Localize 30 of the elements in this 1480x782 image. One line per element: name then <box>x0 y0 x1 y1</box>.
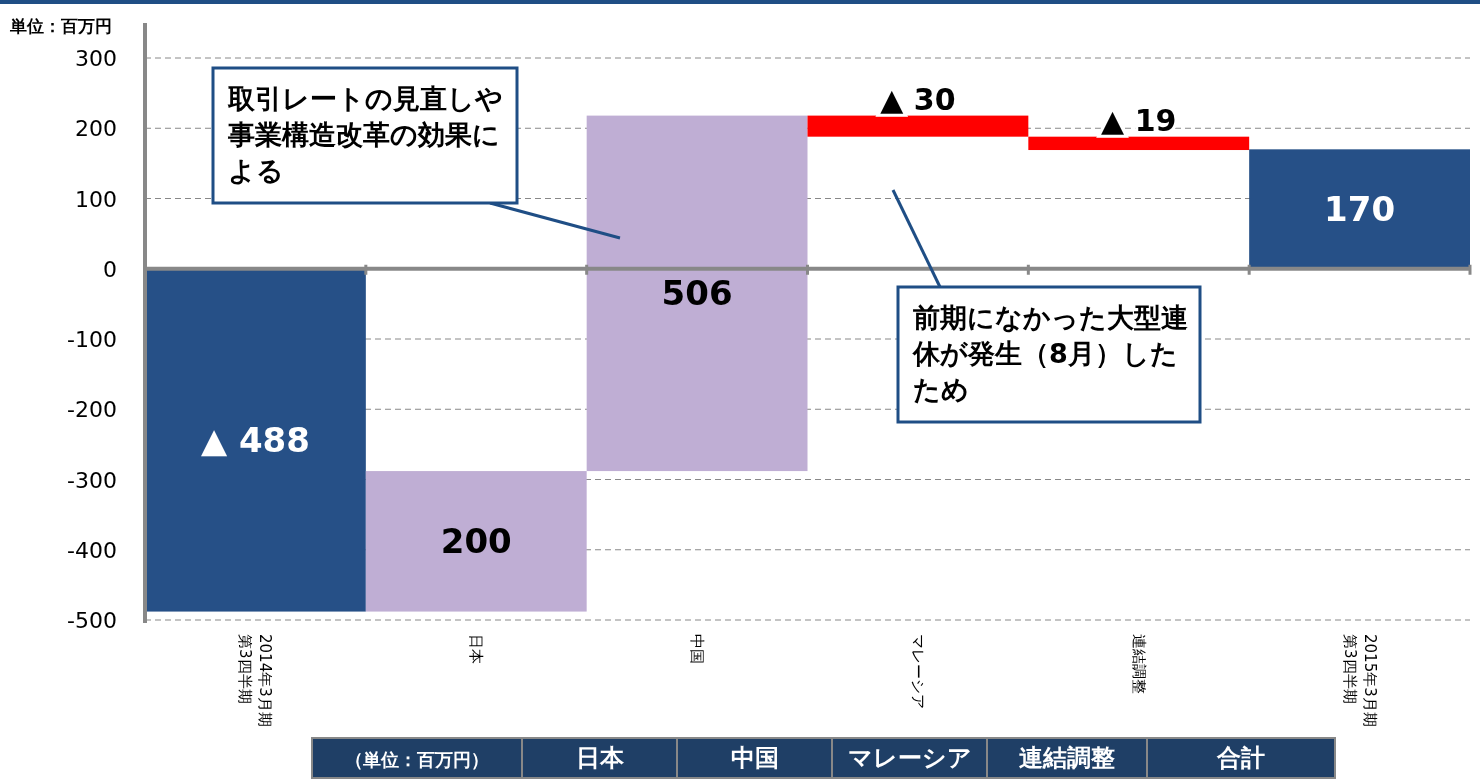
data-label: 170 <box>1324 189 1396 230</box>
y-tick-label: -300 <box>67 467 117 493</box>
y-tick-label: -100 <box>67 327 117 352</box>
data-label: 200 <box>440 521 512 562</box>
annotation: 取引レートの見直しや事業構造改革の効果による <box>227 83 503 186</box>
data-label: 506 <box>661 273 733 314</box>
y-tick-label: 100 <box>75 186 117 212</box>
data-label: ▲ 30 <box>880 81 956 117</box>
y-tick-label: 300 <box>75 46 117 71</box>
y-tick-label: 200 <box>75 116 117 142</box>
x-tick-label: 中国 <box>688 634 707 664</box>
y-tick-label: -500 <box>67 608 117 633</box>
x-tick-label: 日本 <box>467 634 486 664</box>
y-tick-label: -400 <box>67 537 117 563</box>
data-label: ▲ 19 <box>1101 102 1177 138</box>
x-tick-label: マレーシア <box>908 634 927 709</box>
text: 連結調整 <box>1019 744 1115 772</box>
x-tick-label: 連結調整 <box>1129 634 1148 694</box>
y-tick-label: 0 <box>103 256 117 282</box>
annotation: 前期になかった大型連休が発生（8月）したため <box>912 302 1188 405</box>
y-tick-label: -200 <box>67 397 117 423</box>
y-axis-title: 単位：百万円 <box>9 16 112 36</box>
text: 中国 <box>730 744 779 772</box>
text: 日本 <box>575 744 625 772</box>
data-label: ▲ 488 <box>200 420 310 461</box>
x-tick-label: 2015年3月期第3四半期 <box>1340 634 1379 727</box>
text: （単位：百万円） <box>345 749 489 770</box>
text: マレーシア <box>847 744 972 772</box>
x-tick-label: 2014年3月期第3四半期 <box>236 634 275 727</box>
text: 合計 <box>1216 744 1265 772</box>
